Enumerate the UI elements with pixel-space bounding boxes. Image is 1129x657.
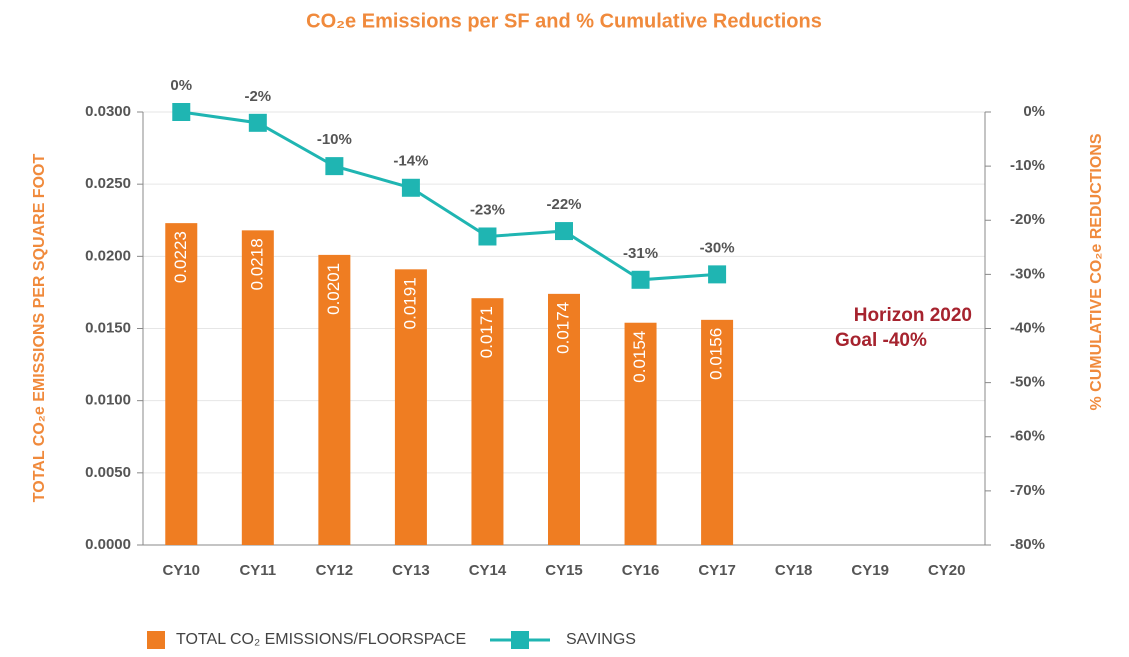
x-tick-label: CY14 [469, 562, 507, 579]
line-value-label: 0% [170, 77, 192, 94]
y2-axis-label: % CUMULATIVE CO₂e REDUCTIONS [1088, 133, 1105, 410]
x-tick-label: CY12 [316, 562, 354, 579]
line-marker [325, 157, 344, 176]
line-value-label: -22% [546, 196, 581, 213]
bar [701, 319, 734, 545]
line-value-label: -30% [700, 239, 735, 256]
bar-value-label: 0.0154 [630, 331, 649, 383]
bar [471, 298, 504, 545]
bar-value-label: 0.0156 [707, 328, 726, 380]
y-tick-label: 0.0150 [85, 319, 131, 336]
y2-tick-label: -50% [1010, 374, 1045, 391]
bar [548, 293, 580, 545]
x-tick-label: CY11 [239, 562, 276, 579]
line-marker [401, 178, 420, 197]
y2-tick-label: -40% [1010, 319, 1045, 336]
legend-swatch [511, 631, 529, 649]
line [181, 110, 718, 282]
y-tick-label: 0.0100 [85, 392, 131, 409]
line-value-label: -14% [393, 153, 428, 170]
bar-value-label: 0.0174 [553, 302, 572, 354]
bar [165, 223, 198, 546]
x-tick-label: CY10 [163, 562, 201, 579]
y2-tick-label: -10% [1010, 157, 1045, 174]
line-marker [172, 103, 191, 121]
y-tick-label: 0.0000 [85, 536, 131, 553]
x-tick-label: CY13 [392, 562, 430, 579]
line-value-label: -31% [623, 245, 658, 262]
y2-tick-label: -30% [1010, 265, 1045, 282]
y2-tick-label: -60% [1010, 428, 1045, 445]
y2-tick-label: 0% [1023, 103, 1045, 120]
y-tick-label: 0.0050 [85, 464, 131, 481]
bar-value-label: 0.0171 [477, 306, 496, 358]
line-value-label: -23% [470, 201, 505, 218]
annotation: Horizon 2020 [854, 305, 972, 326]
line-marker [555, 222, 573, 241]
annotation: Goal -40% [835, 330, 927, 351]
line-value-label: -10% [317, 131, 352, 148]
bar [394, 269, 427, 545]
bar [318, 254, 351, 545]
x-tick-label: CY18 [775, 562, 813, 579]
x-tick-label: CY17 [698, 562, 736, 579]
bar-value-label: 0.0201 [324, 263, 343, 315]
chart-title: CO₂e Emissions per SF and % Cumulative R… [306, 10, 822, 32]
bar-value-label: 0.0218 [247, 238, 266, 290]
y-tick-label: 0.0200 [85, 247, 131, 264]
line-marker [631, 270, 650, 289]
bar-value-label: 0.0223 [171, 231, 190, 283]
line-marker [248, 113, 267, 132]
legend-swatch [147, 631, 165, 649]
line-value-label: -2% [244, 88, 271, 105]
y2-tick-label: -80% [1010, 536, 1045, 553]
y-tick-label: 0.0300 [85, 103, 131, 120]
x-tick-label: CY19 [851, 562, 889, 579]
bar [241, 230, 274, 545]
legend-label: SAVINGS [566, 631, 636, 648]
y2-tick-label: -20% [1010, 211, 1045, 228]
bar-value-label: 0.0191 [400, 277, 419, 329]
line-marker [478, 227, 497, 246]
y2-tick-label: -70% [1010, 482, 1045, 499]
x-tick-label: CY20 [928, 562, 966, 579]
y-axis-label: TOTAL CO₂e EMISSIONS PER SQUARE FOOT [31, 154, 48, 503]
x-tick-label: CY15 [545, 562, 583, 579]
legend-label: TOTAL CO₂ EMISSIONS/FLOORSPACE [176, 631, 466, 648]
y-tick-label: 0.0250 [85, 175, 131, 192]
x-tick-label: CY16 [622, 562, 660, 579]
line-marker [708, 265, 727, 284]
bar [624, 322, 657, 545]
